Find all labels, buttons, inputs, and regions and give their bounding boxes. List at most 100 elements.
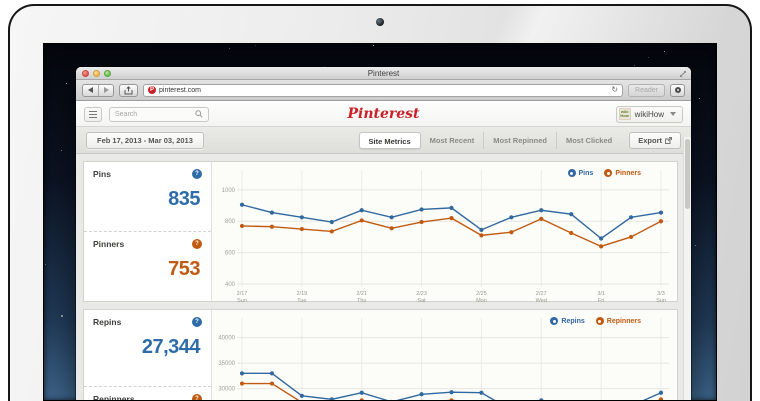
pinterest-page: Search Pinterest wiki How — [76, 102, 691, 401]
legend-item: Pins — [567, 169, 594, 177]
wikihow-avatar: wiki How — [618, 108, 631, 120]
legend-badge-icon — [567, 169, 576, 177]
chart-legend: Pins Pinners — [567, 169, 641, 177]
repins-value: 27,344 — [141, 336, 201, 358]
minimize-window-button[interactable] — [93, 70, 100, 77]
webcam — [376, 18, 384, 26]
search-input[interactable]: Search — [109, 106, 209, 122]
svg-text:30000: 30000 — [218, 387, 235, 393]
nav-buttons — [82, 83, 114, 97]
info-icon[interactable]: ? — [192, 239, 202, 249]
svg-text:2/25: 2/25 — [476, 291, 487, 297]
info-icon[interactable]: ? — [192, 394, 202, 400]
legend-label: Pinners — [615, 169, 641, 177]
back-button[interactable] — [83, 84, 98, 96]
window-title: Pinterest — [367, 69, 400, 78]
pins-value: 835 — [168, 188, 200, 210]
svg-text:Sun: Sun — [656, 298, 666, 302]
svg-text:2/23: 2/23 — [416, 291, 427, 297]
svg-text:2/27: 2/27 — [536, 291, 547, 297]
pinners-label: Pinners — [93, 239, 125, 249]
pins-card: Pins ? 835 — [84, 162, 211, 231]
legend-item: Pinners — [604, 169, 641, 177]
svg-text:2/21: 2/21 — [356, 291, 367, 297]
legend-badge-icon — [550, 317, 559, 325]
repinners-card: Repinners ? — [84, 386, 211, 401]
resize-icon[interactable] — [679, 70, 687, 78]
share-icon — [124, 85, 133, 94]
chevron-down-icon — [670, 112, 676, 116]
safari-window: Pinterest — [76, 67, 691, 401]
page-scrollbar[interactable] — [683, 137, 691, 400]
svg-text:400: 400 — [225, 282, 236, 288]
pinterest-favicon: P — [148, 86, 156, 94]
legend-label: Repinners — [606, 317, 641, 325]
analytics-content: Pins ? 835 Pinners ? — [76, 154, 691, 401]
legend-badge-icon — [604, 169, 613, 177]
reader-button[interactable]: Reader — [628, 83, 665, 97]
pins-label: Pins — [93, 169, 111, 179]
legend-label: Pins — [578, 169, 594, 177]
zoom-window-button[interactable] — [104, 70, 111, 77]
legend-item: Repins — [550, 317, 585, 325]
forward-button[interactable] — [98, 84, 113, 96]
svg-text:Mon: Mon — [476, 298, 487, 302]
menu-button[interactable] — [84, 106, 102, 122]
back-icon — [88, 87, 93, 93]
tab-most-recent[interactable]: Most Recent — [429, 135, 475, 145]
svg-text:Fri: Fri — [598, 298, 604, 302]
scrollbar-thumb[interactable] — [685, 139, 690, 209]
traffic-lights — [82, 70, 111, 77]
svg-text:2/19: 2/19 — [296, 291, 307, 297]
tab-most-clicked[interactable]: Most Clicked — [555, 131, 621, 149]
external-link-icon — [665, 136, 672, 144]
pinners-value: 753 — [168, 258, 200, 280]
svg-text:3/1: 3/1 — [597, 291, 605, 297]
search-icon — [195, 110, 203, 118]
svg-text:800: 800 — [225, 219, 236, 225]
url-text: pinterest.com — [159, 86, 202, 94]
pins-chart: 2/17 Sun 2/19 Tue 2/21 Thu 2/23 Sat 2/25 Mon 2/27 W… — [212, 162, 677, 302]
account-name: wikiHow — [634, 109, 664, 119]
svg-text:1000: 1000 — [222, 188, 236, 194]
tab-most-repinned[interactable]: Most Repinned — [483, 131, 556, 149]
svg-text:2/17: 2/17 — [237, 291, 248, 297]
forward-icon — [103, 87, 109, 93]
date-range-button[interactable]: Feb 17, 2013 - Mar 03, 2013 — [86, 131, 204, 149]
svg-text:Sun: Sun — [237, 298, 247, 302]
svg-text:35000: 35000 — [218, 361, 235, 367]
close-window-button[interactable] — [82, 70, 89, 77]
pinners-card: Pinners ? 753 — [84, 231, 211, 301]
address-bar[interactable]: P pinterest.com ↻ — [143, 83, 624, 97]
search-placeholder: Search — [115, 110, 138, 118]
repins-label: Repins — [93, 317, 122, 327]
export-button[interactable]: Export — [629, 131, 681, 149]
repinners-label: Repinners — [93, 394, 135, 401]
window-titlebar: Pinterest — [76, 67, 691, 80]
macbook-lid: Pinterest — [8, 4, 752, 401]
chart-legend: Repins Repinners — [550, 317, 641, 325]
svg-text:Wed: Wed — [536, 298, 547, 302]
info-icon[interactable]: ? — [192, 317, 202, 327]
legend-badge-icon — [595, 317, 604, 325]
pinterest-navbar: Search Pinterest wiki How — [76, 102, 691, 127]
browser-toolbar: P pinterest.com ↻ Reader — [76, 80, 691, 101]
svg-text:40000: 40000 — [218, 336, 235, 342]
share-button[interactable] — [119, 83, 138, 97]
pins-sidebar: Pins ? 835 Pinners ? — [84, 162, 212, 301]
reload-icon[interactable]: ↻ — [611, 85, 619, 94]
analytics-toolbar: Feb 17, 2013 - Mar 03, 2013 Site Metrics… — [76, 127, 691, 154]
account-dropdown[interactable]: wiki How wikiHow — [615, 105, 683, 123]
tab-site-metrics[interactable]: Site Metrics — [358, 131, 421, 149]
pins-section: Pins ? 835 Pinners ? — [83, 161, 678, 302]
hamburger-icon — [89, 110, 97, 112]
info-icon[interactable]: ? — [192, 169, 202, 179]
legend-label: Repins — [561, 317, 585, 325]
top-sites-button[interactable] — [670, 83, 685, 97]
line-chart-svg: 2/17Sun2/19Tue2/21Thu2/23Sat2/25Mon2/27W… — [222, 170, 669, 302]
svg-text:600: 600 — [225, 251, 236, 257]
metric-tabs: Site Metrics Most Recent Most Repinned M… — [358, 131, 622, 149]
repins-section: Repins ? 27,344 Repinners ? — [83, 309, 678, 401]
legend-item: Repinners — [595, 317, 641, 325]
